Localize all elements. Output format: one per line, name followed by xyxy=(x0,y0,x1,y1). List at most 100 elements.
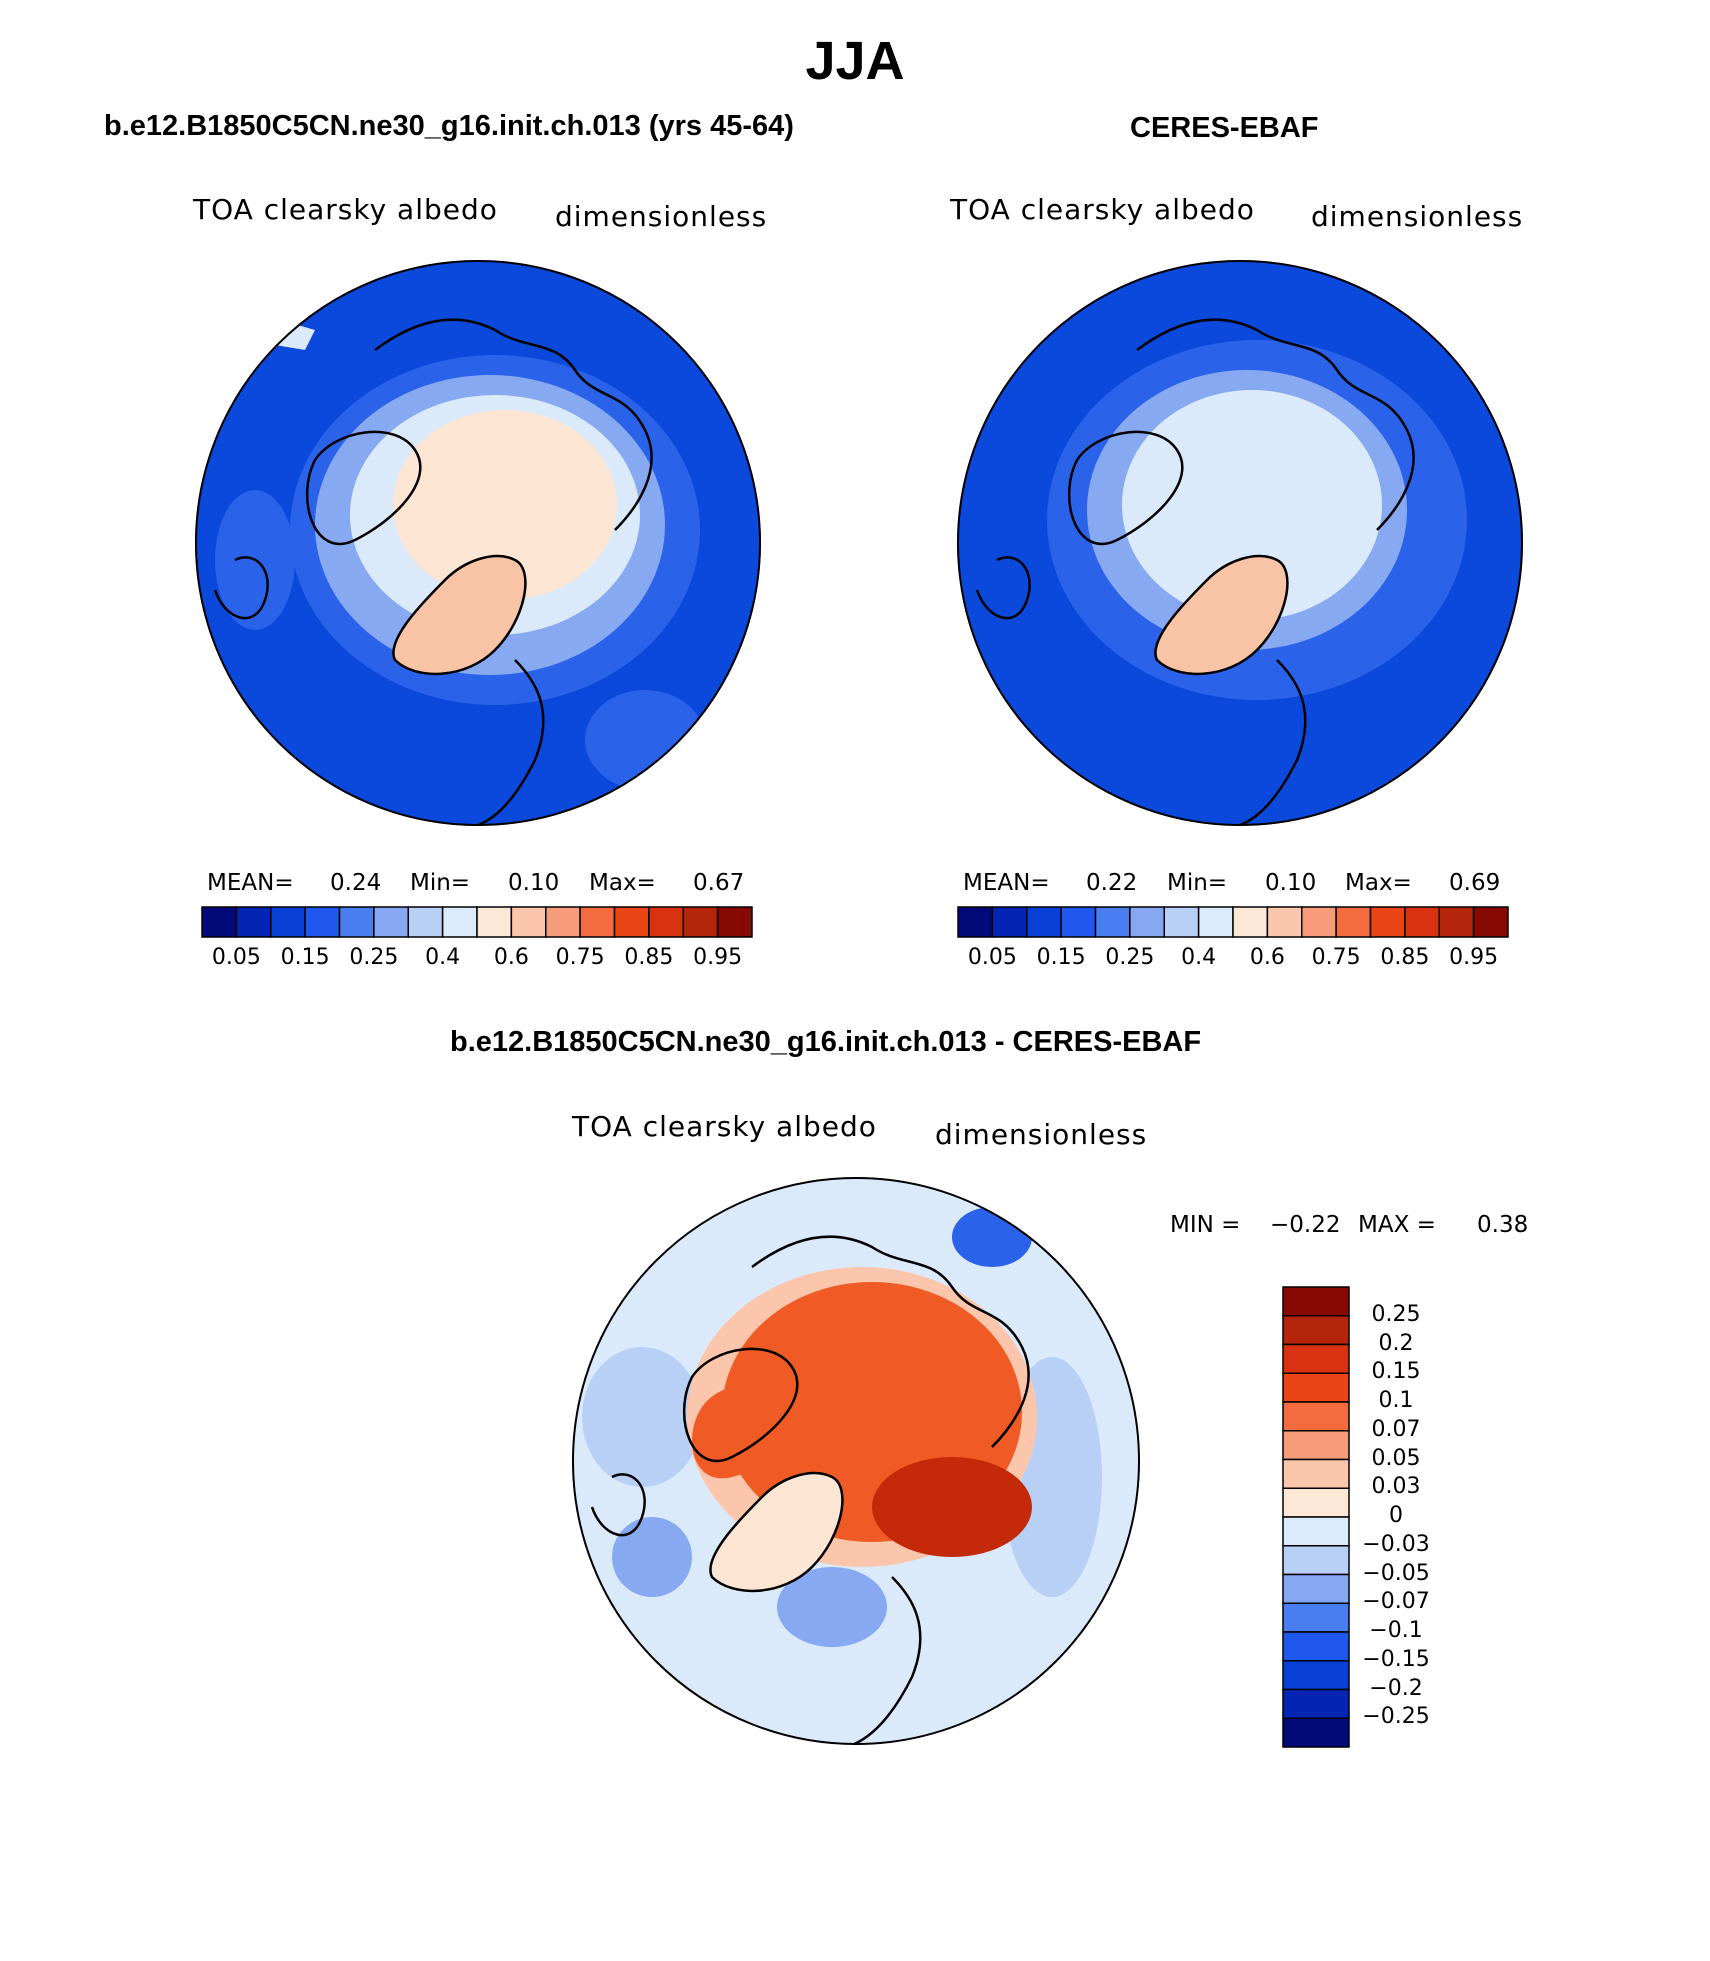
colorbar-swatch xyxy=(235,906,272,938)
colorbar-swatch xyxy=(682,906,719,938)
colorbar-swatch xyxy=(545,906,581,938)
colorbar-tick-label: 0.03 xyxy=(1371,1474,1421,1500)
map-difference xyxy=(572,1177,1140,1745)
colorbar-tick-label: 0.07 xyxy=(1371,1416,1421,1442)
colorbar-swatch xyxy=(1335,906,1372,938)
coastline xyxy=(374,318,653,531)
panel-2-min-label: Min= xyxy=(1167,870,1228,896)
diff-max-label: MAX = xyxy=(1358,1212,1436,1238)
colorbar-tick-label: 0.1 xyxy=(1378,1388,1414,1413)
map-observations xyxy=(957,260,1523,826)
colorbar-swatch xyxy=(373,906,409,938)
coastline xyxy=(751,1235,1030,1448)
colorbar-tick-label: 0.05 xyxy=(211,945,261,970)
colorbar-swatch xyxy=(648,906,684,938)
colorbar-swatch xyxy=(1282,1516,1350,1547)
colorbar-swatch xyxy=(1282,1545,1350,1576)
colorbar-swatch xyxy=(1232,906,1269,938)
greenland-field xyxy=(1155,556,1288,674)
colorbar-swatch xyxy=(1197,906,1234,938)
colorbar-tick-label: 0.95 xyxy=(1449,945,1499,970)
colorbar-tick-label: 0.85 xyxy=(1380,945,1430,970)
arctic-ice-field xyxy=(1122,390,1382,620)
diff-panel-variable: TOA clearsky albedo xyxy=(572,1110,877,1143)
colorbar-swatch xyxy=(1282,1631,1350,1662)
coastline xyxy=(306,430,422,546)
colorbar-swatch xyxy=(1282,1660,1350,1691)
colorbar-tick-label: −0.2 xyxy=(1369,1675,1423,1701)
colorbar-swatch xyxy=(1301,906,1337,938)
colorbar-tick-label: 0.25 xyxy=(1371,1301,1421,1327)
colorbar-swatch xyxy=(1282,1458,1350,1489)
colorbar-swatch xyxy=(1282,1372,1350,1403)
colorbar-tick-label: 0.6 xyxy=(493,945,529,970)
coastline xyxy=(1136,318,1415,531)
colorbar-tick-label: 0.15 xyxy=(1036,945,1086,970)
greenland-field xyxy=(393,556,526,674)
colorbar-swatch xyxy=(579,906,616,938)
colorbar-swatch xyxy=(1282,1343,1350,1374)
colorbar-swatch xyxy=(1282,1602,1350,1633)
colorbar-swatch xyxy=(304,906,341,938)
colorbar-observations xyxy=(957,906,1509,938)
colorbar-swatch xyxy=(1129,906,1165,938)
colorbar-swatch xyxy=(1163,906,1200,938)
colorbar-swatch xyxy=(1282,1573,1350,1604)
colorbar-tick-label: 0.15 xyxy=(1371,1359,1421,1385)
colorbar-tick-label: −0.05 xyxy=(1362,1560,1430,1586)
map-model xyxy=(195,260,761,826)
panel-1-max-value: 0.67 xyxy=(693,870,745,896)
colorbar-tick-label: 0.6 xyxy=(1249,945,1285,970)
panel-1-min-label: Min= xyxy=(410,870,471,896)
colorbar-swatch xyxy=(1282,1315,1350,1346)
colorbar-swatch xyxy=(991,906,1028,938)
panel-1-max-label: Max= xyxy=(589,870,656,896)
coastline xyxy=(213,556,269,620)
colorbar-swatch xyxy=(613,906,650,938)
colorbar-swatch xyxy=(1282,1401,1350,1432)
colorbar-swatch xyxy=(1026,906,1062,938)
coastline xyxy=(1236,659,1307,826)
colorbar-swatch xyxy=(1472,906,1509,938)
field-band xyxy=(952,1207,1032,1267)
coastline xyxy=(683,1347,799,1463)
field-band xyxy=(612,1517,692,1597)
diff-panel-units: dimensionless xyxy=(935,1118,1148,1151)
colorbar-swatch xyxy=(407,906,444,938)
greenland-coastline xyxy=(709,1471,844,1593)
colorbar-tick-label: 0.15 xyxy=(280,945,330,970)
colorbar-tick-label: 0.85 xyxy=(624,945,674,970)
colorbar-swatch xyxy=(476,906,513,938)
colorbar-tick-label: 0.05 xyxy=(967,945,1017,970)
colorbar-tick-label: −0.15 xyxy=(1362,1646,1430,1672)
colorbar-swatch xyxy=(1094,906,1131,938)
diff-panel-title: b.e12.B1850C5CN.ne30_g16.init.ch.013 - C… xyxy=(450,1026,1202,1058)
colorbar-swatch xyxy=(270,906,306,938)
colorbar-tick-label: 0.95 xyxy=(693,945,743,970)
field-band xyxy=(582,1347,702,1487)
colorbar-swatch xyxy=(957,906,994,938)
colorbar-observations-ticks: 0.05 0.15 0.25 0.4 0.6 0.75 0.85 0.95 xyxy=(958,945,1508,975)
panel-1-variable: TOA clearsky albedo xyxy=(193,193,498,226)
map-boundary xyxy=(957,260,1523,826)
coastline xyxy=(975,556,1031,620)
colorbar-swatch xyxy=(1438,906,1475,938)
map-boundary xyxy=(195,260,761,826)
panel-1-mean-label: MEAN= xyxy=(207,870,294,896)
colorbar-tick-label: −0.03 xyxy=(1362,1531,1430,1557)
map-boundary xyxy=(572,1177,1140,1745)
panel-1-mean-value: 0.24 xyxy=(330,870,382,896)
field-band xyxy=(777,1567,887,1647)
coastline xyxy=(474,659,545,826)
diff-min-value: −0.22 xyxy=(1270,1212,1341,1238)
colorbar-tick-label: 0.75 xyxy=(555,945,605,970)
colorbar-swatch xyxy=(441,906,478,938)
field-band xyxy=(872,1457,1032,1557)
panel-2-units: dimensionless xyxy=(1311,200,1524,233)
coastline xyxy=(590,1473,646,1537)
colorbar-swatch xyxy=(1282,1688,1350,1719)
panel-2-mean-label: MEAN= xyxy=(963,870,1050,896)
coastline xyxy=(851,1576,922,1745)
panel-2-min-value: 0.10 xyxy=(1265,870,1317,896)
colorbar-swatch xyxy=(510,906,547,938)
